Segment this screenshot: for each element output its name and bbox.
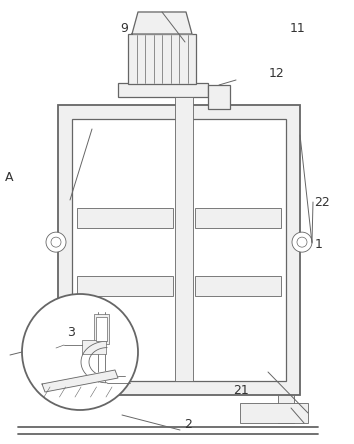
Bar bbox=[208, 85, 230, 109]
Bar bbox=[77, 276, 173, 296]
Text: A: A bbox=[5, 171, 13, 184]
Bar bbox=[94, 314, 109, 344]
Text: 3: 3 bbox=[67, 326, 75, 340]
Text: 2: 2 bbox=[184, 417, 192, 431]
Bar bbox=[77, 208, 173, 228]
Bar bbox=[240, 403, 308, 423]
Bar bbox=[58, 105, 300, 395]
Bar bbox=[175, 97, 193, 381]
Bar bbox=[96, 317, 107, 341]
Text: 9: 9 bbox=[120, 22, 128, 36]
Text: 21: 21 bbox=[233, 384, 249, 397]
Circle shape bbox=[51, 237, 61, 247]
Bar bbox=[72, 119, 286, 381]
Polygon shape bbox=[132, 12, 192, 34]
Bar bbox=[195, 208, 281, 228]
Circle shape bbox=[292, 232, 312, 252]
Polygon shape bbox=[42, 370, 118, 392]
Circle shape bbox=[297, 237, 307, 247]
Bar bbox=[118, 83, 208, 97]
Bar bbox=[195, 276, 281, 296]
Text: 1: 1 bbox=[315, 238, 322, 251]
Circle shape bbox=[46, 232, 66, 252]
Bar bbox=[278, 395, 294, 423]
Text: 12: 12 bbox=[268, 67, 284, 80]
Bar bbox=[128, 34, 196, 84]
Circle shape bbox=[22, 294, 138, 410]
Bar bbox=[82, 340, 106, 354]
Text: 11: 11 bbox=[290, 22, 305, 36]
Text: 22: 22 bbox=[314, 195, 330, 209]
